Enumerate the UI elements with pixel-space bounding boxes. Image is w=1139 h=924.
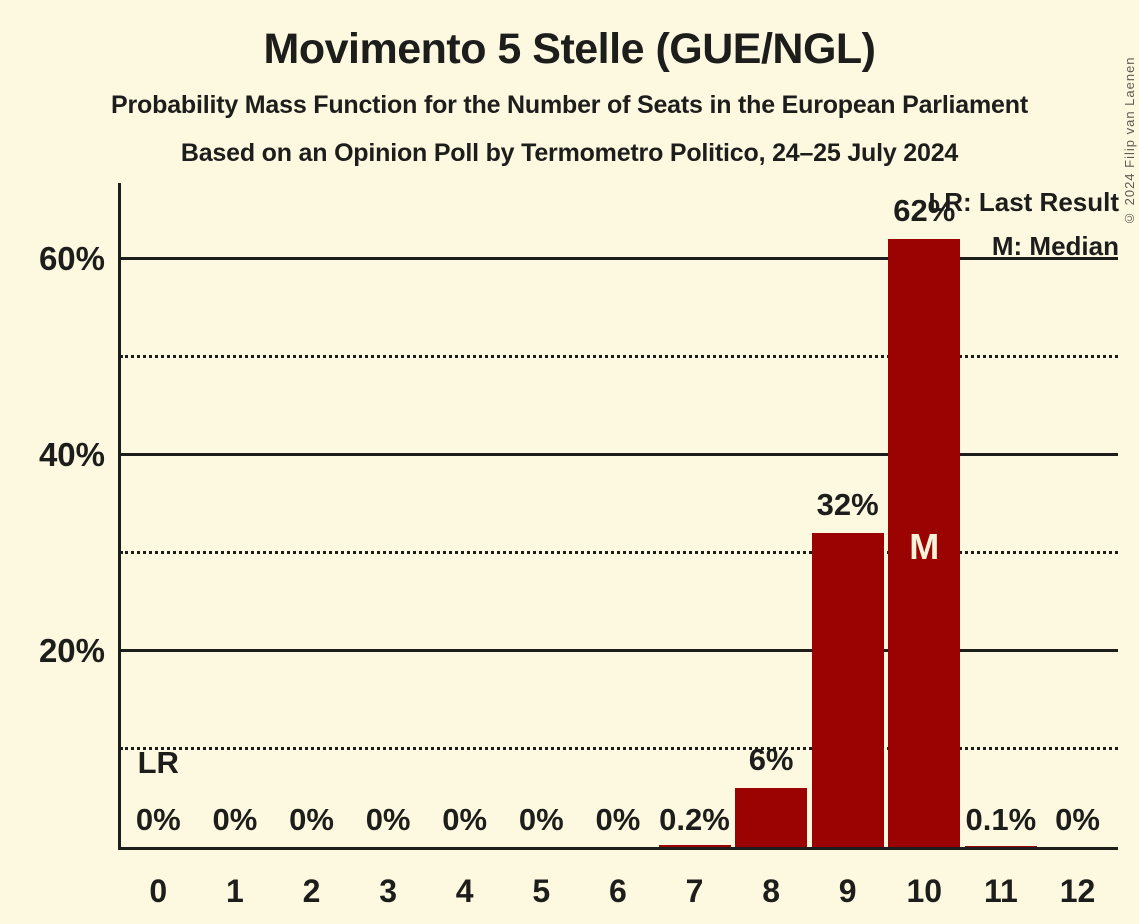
x-tick-label: 10 bbox=[906, 873, 943, 909]
bar bbox=[888, 239, 961, 847]
x-tick-label: 3 bbox=[379, 873, 397, 909]
x-tick-label: 0 bbox=[149, 873, 168, 909]
bar bbox=[658, 845, 731, 847]
gridline-dotted bbox=[120, 747, 1118, 750]
x-tick-label: 5 bbox=[532, 873, 551, 909]
bar-value-label: 0% bbox=[289, 802, 334, 837]
x-tick-label: 4 bbox=[455, 873, 474, 909]
bar-value-label: 0% bbox=[212, 802, 258, 837]
x-tick-label: 9 bbox=[838, 873, 857, 909]
bar-value-label: 0.1% bbox=[965, 802, 1037, 837]
legend-last-result: LR: Last Result bbox=[928, 187, 1119, 217]
gridline-dotted bbox=[120, 551, 1118, 554]
chart-source-line: Based on an Opinion Poll by Termometro P… bbox=[180, 139, 959, 167]
legend-median: M: Median bbox=[991, 231, 1119, 261]
median-marker-label: M bbox=[909, 526, 940, 567]
x-tick-label: 2 bbox=[302, 873, 321, 909]
chart-subtitle: Probability Mass Function for the Number… bbox=[111, 91, 1028, 119]
bar-value-label: 0% bbox=[595, 802, 641, 837]
x-tick-label: 1 bbox=[225, 873, 244, 909]
y-axis-label: 40% bbox=[38, 436, 105, 473]
gridline-dotted bbox=[120, 355, 1118, 358]
bar-value-label: 0% bbox=[518, 802, 564, 837]
bar-value-label: 6% bbox=[748, 742, 794, 778]
bar-value-label: 0% bbox=[135, 802, 181, 837]
bar bbox=[735, 788, 808, 847]
x-tick-label: 8 bbox=[762, 873, 780, 909]
bar bbox=[964, 846, 1037, 847]
gridline-solid bbox=[120, 257, 1118, 260]
bar-value-label: 0% bbox=[365, 802, 411, 837]
bar bbox=[811, 533, 884, 847]
bar-value-label: 0% bbox=[1055, 802, 1100, 837]
x-tick-label: 6 bbox=[608, 873, 627, 909]
y-axis-label: 60% bbox=[38, 240, 105, 277]
copyright-notice: © 2024 Filip van Laenen bbox=[1122, 56, 1137, 226]
bar-value-label: 0.2% bbox=[659, 802, 730, 837]
bar-value-label: 0% bbox=[442, 802, 488, 837]
bar-value-label: 32% bbox=[816, 487, 879, 523]
gridline-solid bbox=[120, 453, 1118, 456]
bar-value-label: 62% bbox=[893, 193, 956, 229]
chart-title: Movimento 5 Stelle (GUE/NGL) bbox=[263, 25, 876, 73]
x-tick-label: 11 bbox=[983, 873, 1018, 909]
y-axis-line bbox=[118, 183, 121, 850]
gridline-solid bbox=[120, 649, 1118, 652]
last-result-marker-label: LR bbox=[137, 745, 179, 780]
x-axis-line bbox=[118, 847, 1118, 850]
x-tick-label: 12 bbox=[1059, 873, 1096, 909]
x-tick-label: 7 bbox=[685, 873, 704, 909]
y-axis-label: 20% bbox=[38, 632, 105, 669]
